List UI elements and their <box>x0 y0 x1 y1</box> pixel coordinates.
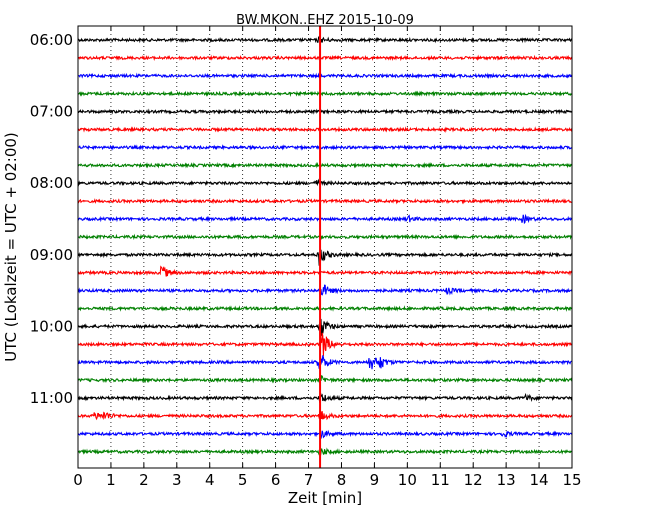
trace-1145 <box>77 447 572 457</box>
plot-frame <box>77 25 573 469</box>
trace-0800 <box>77 178 572 187</box>
trace-0815 <box>77 197 572 205</box>
trace-0630 <box>77 72 573 80</box>
trace-0945 <box>77 305 573 312</box>
x-tick-label: 2 <box>139 471 149 489</box>
y-tick-label: 07:00 <box>30 103 73 121</box>
y-ticks: 06:00 07:00 08:00 09:00 10:00 11:00 <box>30 31 572 407</box>
trace-1100 <box>77 392 573 403</box>
y-tick-label: 10:00 <box>30 317 73 335</box>
trace-1115 <box>77 410 573 421</box>
y-tick-label: 11:00 <box>30 389 73 407</box>
x-tick-label: 0 <box>73 471 83 489</box>
x-tick-label: 8 <box>337 471 347 489</box>
x-tick-label: 15 <box>562 471 581 489</box>
trace-0900 <box>77 249 573 266</box>
trace-1045 <box>77 374 573 385</box>
trace-0645 <box>77 90 573 98</box>
trace-1030 <box>77 354 572 370</box>
x-tick-label: 10 <box>398 471 417 489</box>
x-tick-label: 14 <box>530 471 549 489</box>
trace-0845 <box>77 233 572 241</box>
x-tick-label: 6 <box>271 471 281 489</box>
x-tick-label: 3 <box>172 471 182 489</box>
trace-1015 <box>77 332 573 357</box>
x-tick-label: 7 <box>304 471 314 489</box>
x-tick-label: 1 <box>106 471 116 489</box>
x-ticks: 0 1 2 3 4 5 6 7 8 9 10 11 12 13 14 15 <box>73 26 582 489</box>
y-tick-label: 09:00 <box>30 246 73 264</box>
trace-0715 <box>77 126 573 133</box>
y-tick-label: 06:00 <box>30 31 73 49</box>
trace-0700 <box>77 108 573 115</box>
x-tick-label: 4 <box>205 471 215 489</box>
x-tick-label: 12 <box>464 471 483 489</box>
trace-1000 <box>77 317 573 336</box>
trace-0730 <box>77 144 572 151</box>
trace-0830 <box>77 213 573 225</box>
chart-title: BW.MKON..EHZ 2015-10-09 <box>236 13 414 28</box>
traces <box>77 35 573 457</box>
trace-0615 <box>77 54 573 62</box>
trace-0600 <box>77 35 573 45</box>
x-tick-label: 9 <box>370 471 380 489</box>
trace-0930 <box>77 284 573 296</box>
trace-1130 <box>77 429 573 439</box>
y-tick-label: 08:00 <box>30 174 73 192</box>
y-axis-label: UTC (Lokalzeit = UTC + 02:00) <box>2 132 20 362</box>
trace-0745 <box>77 161 573 169</box>
x-tick-label: 5 <box>238 471 248 489</box>
trace-0915 <box>77 265 573 277</box>
grid <box>110 26 540 468</box>
x-tick-label: 11 <box>431 471 450 489</box>
x-tick-label: 13 <box>497 471 516 489</box>
x-axis-label: Zeit [min] <box>288 489 362 507</box>
